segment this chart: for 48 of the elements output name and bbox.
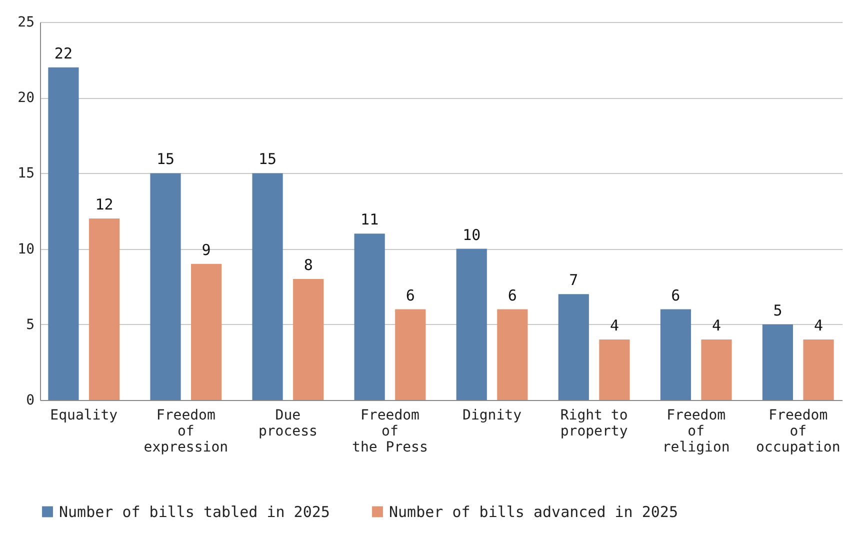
bar: [191, 264, 222, 400]
data-label: 9: [202, 240, 211, 259]
bar: [293, 279, 324, 400]
x-tick-label: Equality: [50, 408, 118, 424]
data-label: 22: [54, 44, 72, 62]
legend-label: Number of bills advanced in 2025: [389, 502, 678, 521]
y-tick-label: 0: [26, 392, 34, 408]
data-label: 10: [462, 226, 481, 244]
y-tick-label: 5: [26, 316, 34, 333]
bar: [803, 340, 834, 400]
bar: [497, 309, 528, 400]
bar: [456, 248, 487, 400]
legend-label: Number of bills tabled in 2025: [59, 502, 330, 521]
y-tick-label: 10: [18, 241, 34, 258]
y-tick-label: 15: [18, 166, 34, 182]
x-tick-label: Dignity: [462, 408, 522, 424]
data-label: 8: [304, 256, 313, 274]
data-label: 6: [406, 286, 415, 304]
data-label: 15: [258, 150, 277, 168]
data-label: 6: [508, 286, 517, 304]
x-tick-label: Freedom of the Press: [352, 408, 428, 456]
bar: [48, 67, 79, 400]
bar: [558, 294, 589, 400]
x-tick-label: Due process: [258, 408, 318, 440]
data-label: 6: [671, 286, 680, 304]
data-label: 15: [156, 150, 175, 168]
data-label: 12: [95, 196, 114, 214]
y-tick-label: 20: [18, 90, 34, 106]
data-label: 4: [610, 316, 619, 335]
data-label: 4: [712, 316, 722, 335]
bar: [701, 340, 732, 400]
y-tick-label: 25: [18, 14, 34, 30]
data-label: 7: [569, 271, 578, 290]
data-label: 4: [814, 316, 824, 335]
bar: [395, 309, 426, 400]
x-tick-label: Right to property: [560, 408, 628, 440]
bar: [252, 173, 283, 400]
bar: [354, 234, 385, 400]
data-label: 11: [360, 210, 379, 229]
bar: [88, 218, 120, 400]
bar: [150, 173, 181, 400]
x-tick-label: Freedom of occupation: [756, 408, 840, 456]
x-tick-label: Freedom of expression: [144, 408, 228, 456]
bar: [660, 309, 691, 400]
bar: [599, 340, 630, 400]
x-tick-label: Freedom of religion: [662, 408, 730, 456]
bar: [762, 324, 794, 400]
data-label: 5: [773, 301, 782, 320]
